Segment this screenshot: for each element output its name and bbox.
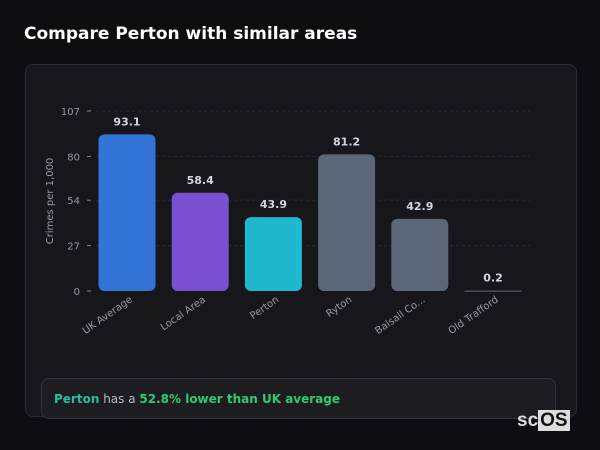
- summary-highlight: 52.8% lower than UK average: [139, 392, 340, 406]
- data-label: 42.9: [406, 200, 433, 213]
- summary-place: Perton: [54, 392, 100, 406]
- x-tick-label: Perton: [248, 294, 281, 322]
- x-tick-label: Balsall Co...: [373, 294, 427, 336]
- y-tick-label: 107: [61, 107, 80, 118]
- data-label: 43.9: [260, 198, 287, 211]
- bar: [391, 218, 449, 291]
- bar: [318, 154, 376, 291]
- y-axis-label: Crimes per 1,000: [45, 158, 56, 245]
- y-tick-label: 80: [67, 152, 80, 163]
- x-tick-label: Local Area: [159, 294, 208, 333]
- y-tick-label: 0: [74, 287, 80, 298]
- x-tick-label: Old Trafford: [447, 294, 501, 336]
- x-tick-label: Ryton: [324, 294, 354, 319]
- summary-box: Perton has a 52.8% lower than UK average: [41, 378, 556, 419]
- watermark-logo: sc OS: [517, 410, 570, 431]
- data-label: 0.2: [483, 272, 503, 285]
- x-tick-label: UK Average: [81, 294, 135, 336]
- page-title: Compare Perton with similar areas: [24, 24, 358, 44]
- summary-text: has a: [99, 392, 140, 406]
- data-label: 58.4: [187, 174, 214, 187]
- y-tick-label: 27: [67, 242, 80, 253]
- data-label: 93.1: [113, 115, 140, 128]
- bar: [98, 134, 156, 291]
- data-label: 81.2: [333, 135, 360, 148]
- y-tick-label: 54: [67, 196, 80, 207]
- bar: [464, 290, 522, 292]
- bar: [171, 192, 229, 291]
- bar: [244, 217, 302, 291]
